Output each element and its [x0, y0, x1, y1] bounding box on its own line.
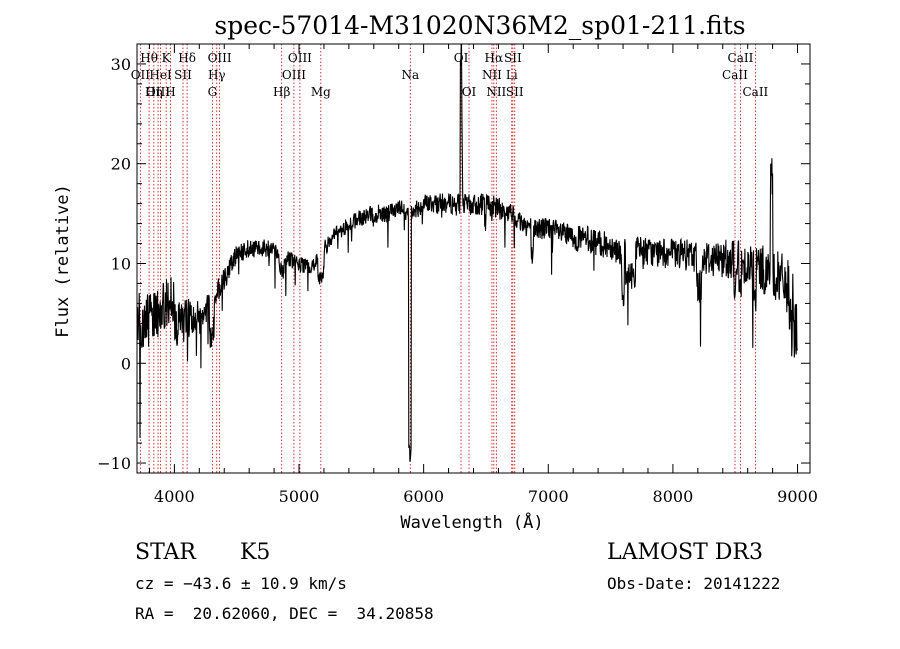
line-label: OI — [454, 51, 469, 65]
line-label: Hη — [145, 85, 163, 99]
line-label: Hδ — [178, 51, 196, 65]
line-label: CaII — [722, 68, 748, 82]
coords-text: RA = 20.62060, DEC = 34.20858 — [135, 604, 434, 623]
line-label: NII — [486, 85, 506, 99]
x-tick-label: 5000 — [279, 487, 320, 506]
line-label: OII — [131, 68, 151, 82]
chart-title: spec-57014-M31020N36M2_sp01-211.fits — [214, 11, 745, 40]
spectrum-line — [136, 43, 798, 462]
line-markers — [139, 44, 756, 473]
line-label: Hβ — [273, 85, 290, 99]
line-label: HeI — [149, 68, 172, 82]
line-label: K — [162, 51, 172, 65]
x-tick-label: 4000 — [154, 487, 195, 506]
y-tick-label: 30 — [111, 55, 131, 74]
x-axis-label: Wavelength (Å) — [400, 511, 543, 533]
line-label: H — [165, 85, 175, 99]
line-label: SII — [504, 51, 522, 65]
class-label: STAR — [135, 540, 196, 565]
y-tick-label: −10 — [97, 454, 131, 473]
y-tick-label: 20 — [111, 155, 131, 174]
line-label: G — [208, 85, 218, 99]
line-label: SII — [506, 85, 524, 99]
line-label: OIII — [146, 85, 170, 99]
line-label: NII — [482, 68, 502, 82]
subclass-label: K5 — [240, 540, 271, 565]
y-tick-label: 0 — [121, 354, 131, 373]
line-label: CaII — [742, 85, 768, 99]
x-tick-label: 6000 — [403, 487, 444, 506]
object-class: STAR K5 — [135, 540, 270, 565]
y-tick-label: 10 — [111, 254, 131, 273]
line-label: SII — [174, 68, 192, 82]
line-label: OIII — [288, 51, 312, 65]
y-axis-label: Flux (relative) — [53, 184, 73, 338]
x-tick-label: 7000 — [528, 487, 569, 506]
x-tick-label: 9000 — [777, 487, 818, 506]
line-label: CaII — [728, 51, 754, 65]
survey-label: LAMOST DR3 — [607, 540, 763, 565]
x-tick-label: 8000 — [653, 487, 694, 506]
axis-ticks: 4000 5000 6000 7000 8000 9000 −10 0 10 20 30 — [97, 43, 818, 506]
line-label: OI — [462, 85, 477, 99]
obs-date-text: Obs-Date: 20141222 — [607, 574, 781, 593]
line-label: OIII — [208, 51, 232, 65]
line-label: Na — [401, 68, 419, 82]
line-label: Li — [506, 68, 518, 82]
cz-text: cz = −43.6 ± 10.9 km/s — [135, 574, 347, 593]
line-label: OIII — [282, 68, 306, 82]
line-label: Hθ — [140, 51, 158, 65]
line-label: Hγ — [208, 68, 226, 82]
line-label: Mg — [311, 85, 331, 99]
line-label: Hα — [485, 51, 504, 65]
